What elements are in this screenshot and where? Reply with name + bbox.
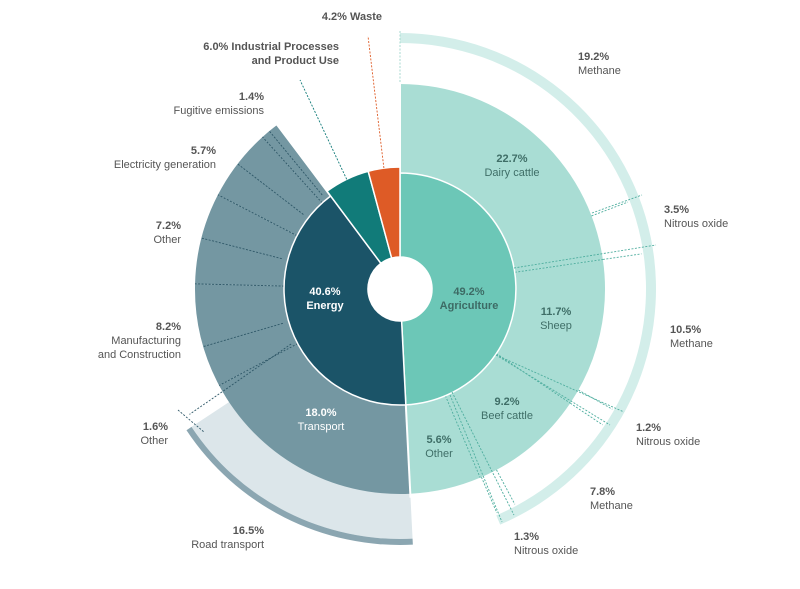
leader-line-transport-other-2 — [177, 409, 205, 433]
subsector-electricity-label: Electricity generation — [114, 159, 216, 171]
road-transport-wedge — [191, 400, 413, 539]
center-hole-layer — [368, 257, 432, 321]
leader-line-sheep-n2o-2 — [495, 354, 611, 426]
leader-line-dairy-n2o — [591, 194, 643, 214]
subsector-transport-pct: 18.0% — [305, 407, 336, 419]
subsector-beef-label: Beef cattle — [481, 410, 533, 422]
sector-separator — [274, 120, 333, 198]
leader-line-industrial — [299, 79, 348, 180]
sector-separator — [404, 403, 412, 498]
subsector-dairy-pct: 22.7% — [496, 153, 527, 165]
subsector-sheep-label: Sheep — [540, 320, 572, 332]
agriculture-label: Agriculture — [440, 300, 499, 312]
gas-transport-other-pct: 1.6% — [143, 421, 168, 433]
gas-divider — [591, 201, 629, 217]
gas-dairy-methane-label: Methane — [578, 65, 621, 77]
subsector-manufacturing-label: and Construction — [98, 349, 181, 361]
subsector-electricity-pct: 5.7% — [191, 145, 216, 157]
gas-dairy-methane-pct: 19.2% — [578, 51, 609, 63]
outer-ring-layer — [186, 33, 656, 546]
subsector-divider — [217, 194, 298, 237]
subsector-energy-other-label: Other — [153, 234, 181, 246]
subsector-arc-transport — [219, 343, 411, 494]
leader-line-beef-n2o — [449, 394, 503, 523]
gas-sheep-methane-pct: 10.5% — [670, 324, 701, 336]
gas-dairy-n2o-label: Nitrous oxide — [664, 218, 728, 230]
subsector-fugitive-label: Fugitive emissions — [174, 105, 265, 117]
gas-road-transport-label: Road transport — [191, 539, 264, 551]
leader-line-sheep-n2o — [495, 354, 625, 413]
leader-line-sheep-boundary — [513, 244, 657, 269]
gas-beef-methane-pct: 7.8% — [590, 486, 615, 498]
subsector-energy-other-pct: 7.2% — [156, 220, 181, 232]
subsector-arc-electricity — [217, 136, 323, 236]
industrial-label-line2: and Product Use — [252, 55, 339, 67]
subsector-manufacturing-label: Manufacturing — [111, 335, 181, 347]
leader-lines-layer — [177, 31, 657, 523]
gas-beef-n2o-pct: 1.3% — [514, 531, 539, 543]
subsector-divider — [262, 136, 323, 204]
labels-layer: 40.6% Energy 49.2% Agriculture 22.7% Dairy ca… — [98, 11, 728, 557]
subsector-arc-energy-other — [195, 194, 297, 287]
industrial-label-line1: 6.0% Industrial Processes — [203, 41, 339, 53]
subsector-divider — [514, 259, 603, 273]
subsector-divider — [496, 353, 571, 404]
subsector-arc-manufacturing — [194, 283, 298, 386]
subsector-agri-other-label: Other — [425, 448, 453, 460]
waste-label: 4.2% Waste — [322, 11, 382, 23]
leader-line-waste — [367, 35, 385, 169]
subsector-arc-agri-other — [405, 395, 481, 494]
gas-road-transport-pct: 16.5% — [233, 525, 264, 537]
subsector-arc-beef — [445, 353, 571, 478]
subsector-dairy-label: Dairy cattle — [484, 167, 539, 179]
center-hole — [368, 257, 432, 321]
subsector-beef-pct: 9.2% — [494, 396, 519, 408]
leader-line-transport-other — [189, 343, 292, 415]
subsector-divider — [195, 283, 285, 287]
energy-label: Energy — [306, 300, 344, 312]
leader-line-beef-n2o-2 — [451, 391, 515, 516]
road-transport-edge — [186, 426, 413, 546]
gas-sheep-n2o-label: Nitrous oxide — [636, 436, 700, 448]
subsector-agri-other-pct: 5.6% — [426, 434, 451, 446]
energy-pct: 40.6% — [309, 286, 340, 298]
gas-divider — [496, 469, 516, 505]
subsector-transport-label: Transport — [298, 421, 345, 433]
subsector-divider — [218, 343, 298, 386]
gas-dairy-n2o-pct: 3.5% — [664, 204, 689, 216]
subsector-manufacturing-pct: 8.2% — [156, 321, 181, 333]
gas-transport-other-label: Other — [140, 435, 168, 447]
subsector-divider — [444, 395, 481, 478]
gas-sheep-n2o-pct: 1.2% — [636, 422, 661, 434]
subsector-arc-dairy — [400, 84, 603, 273]
gas-sheep-methane-label: Methane — [670, 338, 713, 350]
subsector-sheep-pct: 11.7% — [541, 306, 572, 318]
subsector-fugitive-pct: 1.4% — [239, 91, 264, 103]
gas-divider — [570, 402, 603, 426]
gas-beef-n2o-label: Nitrous oxide — [514, 545, 578, 557]
subsector-arc-sheep — [496, 259, 605, 404]
gas-divider — [481, 476, 498, 514]
gas-divider — [602, 253, 642, 260]
agriculture-pct: 49.2% — [453, 286, 484, 298]
sector-ring-layer — [283, 166, 517, 406]
gas-beef-methane-label: Methane — [590, 500, 633, 512]
